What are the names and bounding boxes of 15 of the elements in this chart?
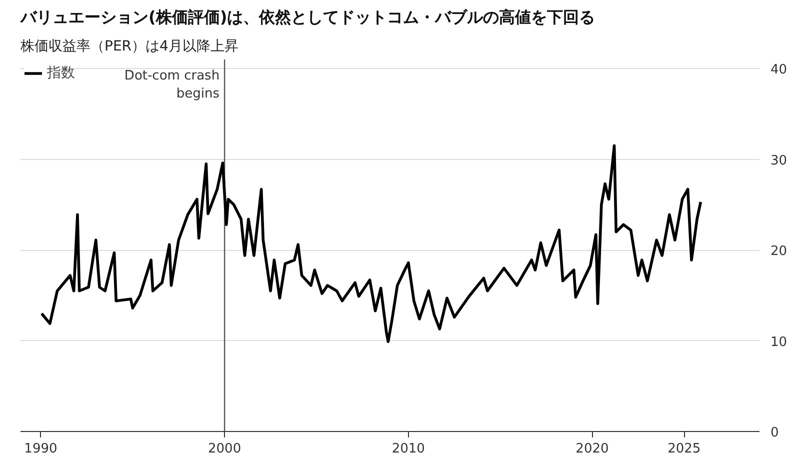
line-series [40, 144, 702, 344]
x-tick-label: 2025 [668, 442, 701, 456]
chart-subtitle: 株価収益率（PER）は4月以降上昇 [20, 38, 238, 54]
y-tick-label: 30 [770, 153, 788, 168]
y-tick-label: 10 [770, 334, 788, 350]
y-tick-label: 40 [770, 62, 788, 78]
y-tick-label: 0 [770, 426, 779, 440]
ref-line-label: Dot-com crash begins [124, 68, 220, 102]
x-tick-label: 2000 [208, 442, 242, 456]
x-tick-label: 1990 [24, 442, 58, 456]
y-tick-label: 20 [770, 244, 788, 260]
chart-title: バリュエーション(株価評価)は、依然としてドットコム・バブルの高値を下回る [20, 8, 596, 26]
x-tick-label: 2010 [392, 442, 425, 456]
legend-label: 指数 [47, 64, 75, 82]
x-tick-label: 2020 [576, 442, 609, 456]
